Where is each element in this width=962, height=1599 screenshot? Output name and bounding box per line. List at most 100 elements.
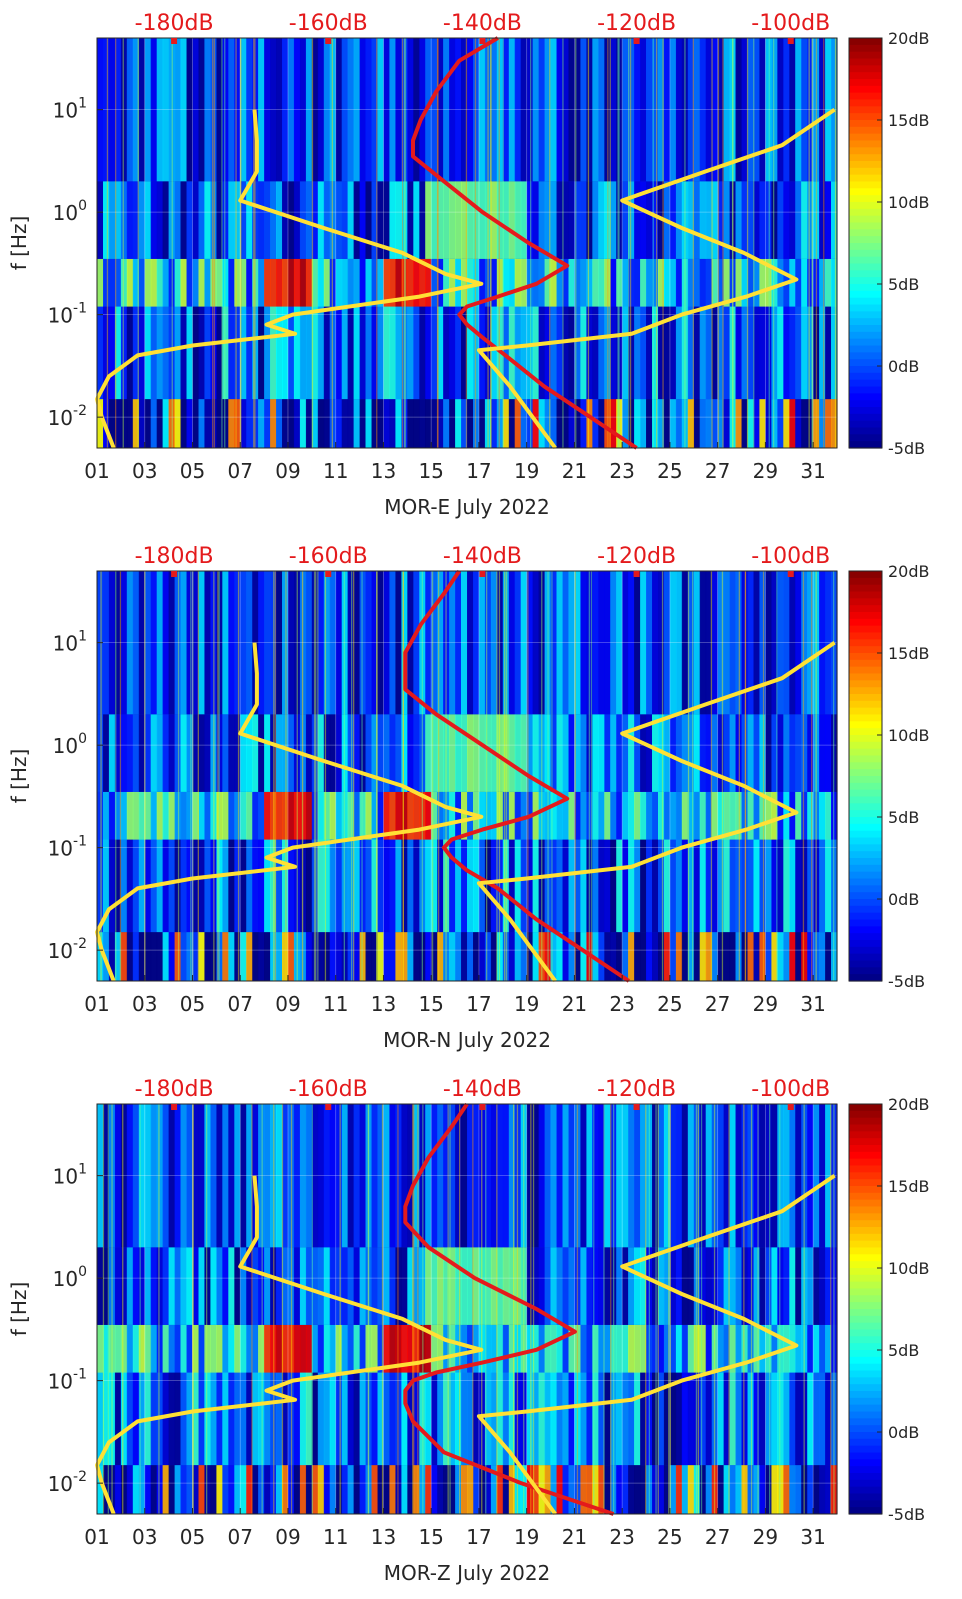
colorbar-segment	[849, 1384, 882, 1392]
heatmap-cell	[598, 1372, 605, 1466]
heatmap-cell	[538, 839, 546, 933]
colorbar-segment	[849, 940, 882, 948]
heatmap-cell	[431, 181, 438, 259]
heatmap-cell	[234, 1465, 241, 1514]
colorbar-segment	[849, 1438, 882, 1447]
heatmap-streak	[823, 38, 825, 448]
colorbar-segment	[849, 782, 882, 791]
heatmap-cell	[765, 1104, 772, 1248]
heatmap-cell	[580, 38, 587, 182]
heatmap-cell	[204, 181, 211, 259]
heatmap-cell	[377, 714, 385, 792]
y-tick-label: 101	[53, 1162, 87, 1189]
heatmap-cell	[789, 1465, 796, 1514]
heatmap-cell	[174, 181, 182, 259]
heatmap-cell	[138, 258, 146, 307]
heatmap-cell	[562, 1372, 570, 1466]
spectrogram-heatmap	[97, 571, 838, 981]
heatmap-cell	[407, 258, 414, 307]
heatmap-cell	[765, 839, 772, 933]
heatmap-cell	[741, 839, 749, 933]
heatmap-cell	[228, 1324, 235, 1373]
heatmap-cell	[765, 571, 772, 715]
heatmap-cell	[622, 932, 629, 981]
heatmap-cell	[699, 932, 707, 981]
heatmap-cell	[598, 1247, 605, 1325]
heatmap-cell	[204, 791, 211, 840]
heatmap-cell	[467, 932, 474, 981]
heatmap-cell	[97, 181, 104, 259]
heatmap-cell	[174, 714, 182, 792]
heatmap-cell	[741, 714, 749, 792]
heatmap-cell	[652, 932, 659, 981]
heatmap-cell	[389, 258, 396, 307]
heatmap-cell	[508, 839, 516, 933]
heatmap-cell	[437, 1372, 444, 1466]
heatmap-cell	[299, 932, 307, 981]
heatmap-cell	[114, 1372, 122, 1466]
heatmap-cell	[126, 791, 134, 840]
heatmap-cell	[162, 258, 170, 307]
heatmap-cell	[831, 258, 838, 307]
heatmap-cell	[264, 571, 271, 715]
heatmap-cell	[777, 1104, 784, 1248]
grid	[96, 571, 837, 981]
heatmap-cell	[258, 399, 265, 448]
heatmap-cell	[144, 38, 152, 182]
heatmap-cell	[365, 839, 373, 933]
heatmap-cell	[174, 1104, 182, 1248]
heatmap-cell	[568, 181, 576, 259]
heatmap-cell	[126, 714, 134, 792]
heatmap-cell	[282, 932, 289, 981]
heatmap-cell	[299, 1372, 307, 1466]
heatmap-cell	[323, 1247, 331, 1325]
heatmap-cell	[663, 1104, 671, 1248]
heatmap-streak	[617, 38, 619, 448]
colorbar-segment	[849, 871, 882, 880]
heatmap-cell	[240, 1247, 247, 1325]
heatmap-cell	[240, 1372, 247, 1466]
heatmap-streak	[753, 38, 755, 448]
heatmap-cell	[807, 714, 814, 792]
heatmap-cell	[675, 1372, 683, 1466]
heatmap-cell	[687, 1465, 695, 1514]
heatmap-cell	[240, 1104, 247, 1248]
heatmap-cell	[646, 258, 653, 307]
heatmap-cell	[443, 1372, 450, 1466]
colorbar-label: 15dB	[888, 1177, 930, 1196]
heatmap-cell	[264, 306, 271, 400]
colorbar-segment	[849, 133, 882, 142]
heatmap-cell	[514, 714, 522, 792]
heatmap-cell	[616, 1104, 623, 1248]
colorbar-segment	[849, 632, 882, 640]
heatmap-cell	[377, 1104, 385, 1248]
heatmap-cell	[413, 839, 420, 933]
colorbar-label: 0dB	[888, 890, 919, 909]
heatmap-cell	[610, 839, 617, 933]
heatmap-streak	[728, 1104, 730, 1514]
heatmap-cell	[395, 306, 402, 400]
heatmap-cell	[168, 932, 176, 981]
heatmap-cell	[317, 258, 325, 307]
top-db-tick	[633, 1104, 640, 1110]
x-tick-label: 31	[800, 992, 825, 1016]
colorbar-segment	[849, 755, 882, 763]
heatmap-cell	[401, 181, 408, 259]
colorbar-segment	[849, 304, 882, 312]
colorbar-segment	[849, 400, 882, 408]
heatmap-cell	[180, 714, 188, 792]
heatmap-cell	[532, 306, 540, 400]
heatmap-cell	[347, 38, 355, 182]
heatmap-cell	[443, 1247, 450, 1325]
heatmap-streak	[445, 571, 447, 981]
colorbar-segment	[849, 195, 882, 203]
heatmap-cell	[544, 181, 552, 259]
heatmap-cell	[813, 714, 820, 792]
heatmap-cell	[592, 1104, 599, 1248]
heatmap-cell	[413, 181, 420, 259]
heatmap-cell	[640, 571, 647, 715]
heatmap-cell	[759, 714, 766, 792]
x-tick-label: 05	[180, 1525, 205, 1549]
heatmap-cell	[747, 791, 755, 840]
heatmap-cell	[699, 791, 707, 840]
